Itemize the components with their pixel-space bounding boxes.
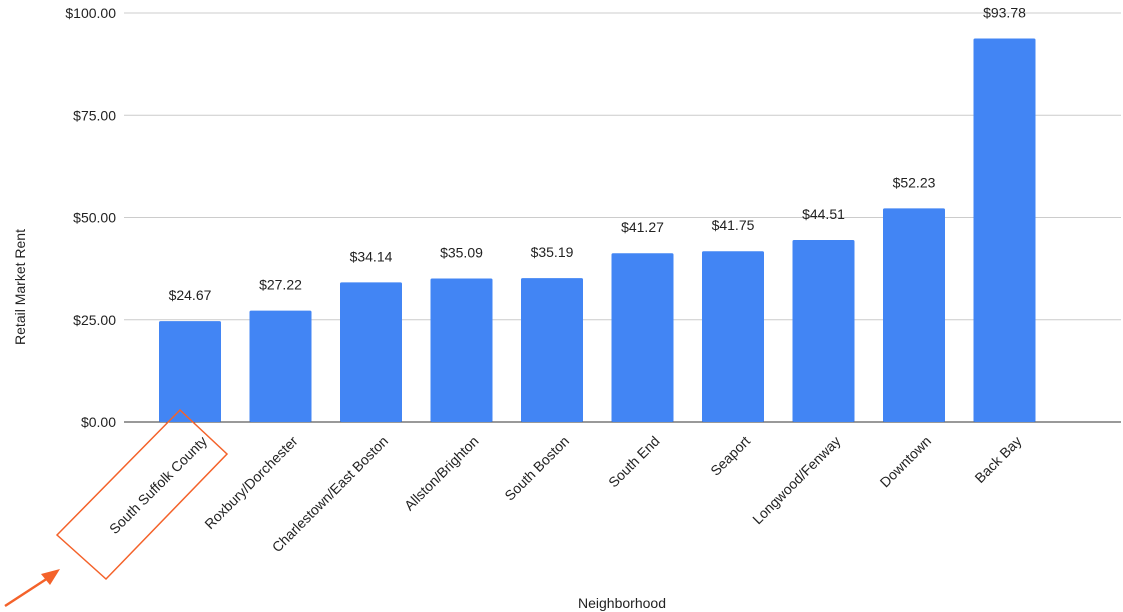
data-label: $35.09 [440,244,483,260]
x-tick-label: Roxbury/Dorchester [201,433,301,533]
x-tick-label: Back Bay [971,433,1024,486]
y-axis-title: Retail Market Rent [12,229,28,345]
x-tick-label: South End [605,433,663,491]
x-tick-label: Allston/Brighton [401,433,482,514]
bar [521,278,583,422]
bars [159,38,1036,423]
arrow-head [41,569,60,585]
x-axis-title: Neighborhood [578,595,666,611]
arrow-line [4,576,49,608]
bar [159,321,221,422]
data-label: $35.19 [531,244,574,260]
bar [249,310,312,422]
bar [611,253,674,422]
bar [792,239,855,422]
y-tick-label: $50.00 [73,210,116,226]
data-label: $52.23 [893,174,936,190]
y-tick-label: $75.00 [73,107,116,123]
y-axis-ticks: $0.00 $25.00 $50.00 $75.00 $100.00 [65,5,116,430]
x-tick-label: Seaport [707,433,753,479]
x-tick-label: Downtown [877,433,935,491]
highlight-box [55,408,229,581]
highlight-annotation [4,408,229,608]
data-label: $41.75 [712,217,755,233]
data-label: $41.27 [621,219,664,235]
data-label: $24.67 [169,287,212,303]
bar [702,251,764,422]
x-tick-label: Longwood/Fenway [749,433,843,527]
bar [430,278,493,422]
data-label: $44.51 [802,206,845,222]
bar [883,208,945,422]
y-tick-label: $100.00 [65,5,116,21]
x-tick-label: South Suffolk County [106,433,210,537]
bar [340,282,402,422]
y-tick-label: $25.00 [73,312,116,328]
x-axis-ticks: South Suffolk CountyRoxbury/DorchesterCh… [106,433,1025,556]
data-labels: $24.67 $27.22 $34.14 $35.09 $35.19 $41.27 $41.… [169,4,1027,303]
data-label: $93.78 [983,4,1026,20]
x-tick-label: South Boston [501,433,572,504]
data-label: $27.22 [259,277,302,293]
y-tick-label: $0.00 [81,414,116,430]
bar [973,38,1036,423]
data-label: $34.14 [350,248,393,264]
